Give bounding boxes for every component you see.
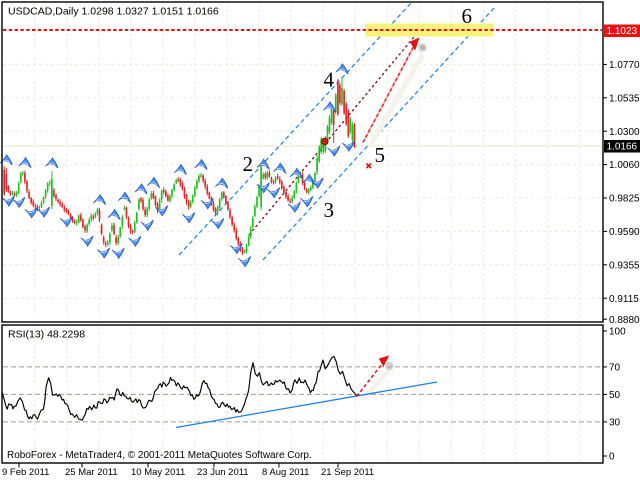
svg-text:1.0166: 1.0166 <box>607 142 638 153</box>
svg-text:30: 30 <box>609 418 621 429</box>
svg-text:0.9115: 0.9115 <box>609 294 639 305</box>
svg-text:3: 3 <box>324 198 335 222</box>
svg-text:1.1023: 1.1023 <box>607 26 638 37</box>
svg-text:21 Sep 2011: 21 Sep 2011 <box>321 467 374 478</box>
svg-text:1.0300: 1.0300 <box>609 127 640 138</box>
svg-text:10 May 2011: 10 May 2011 <box>131 467 185 478</box>
svg-text:70: 70 <box>609 363 621 374</box>
svg-text:1.0535: 1.0535 <box>609 93 640 104</box>
svg-text:USDCAD,Daily 1.0298 1.0327 1.: USDCAD,Daily 1.0298 1.0327 1.0151 1.0166 <box>8 5 219 17</box>
svg-text:5: 5 <box>375 143 386 167</box>
svg-text:1.0770: 1.0770 <box>609 60 640 71</box>
svg-text:9 Feb 2011: 9 Feb 2011 <box>2 467 49 478</box>
svg-text:RoboForex - MetaTrader4, © 200: RoboForex - MetaTrader4, © 2001-2011 Met… <box>7 450 312 461</box>
svg-text:1.0060: 1.0060 <box>609 160 640 171</box>
svg-text:RSI(13) 48.2298: RSI(13) 48.2298 <box>8 329 85 341</box>
svg-text:4: 4 <box>324 68 335 92</box>
svg-text:0.9590: 0.9590 <box>609 227 640 238</box>
svg-text:6: 6 <box>462 4 473 28</box>
svg-text:50: 50 <box>609 390 621 401</box>
svg-text:0: 0 <box>609 452 615 463</box>
svg-text:0.8880: 0.8880 <box>609 315 640 326</box>
svg-text:0.9355: 0.9355 <box>609 260 640 271</box>
svg-text:0.9825: 0.9825 <box>609 194 640 205</box>
svg-text:23 Jun 2011: 23 Jun 2011 <box>197 467 249 478</box>
svg-text:25 Mar 2011: 25 Mar 2011 <box>65 467 118 478</box>
svg-text:2: 2 <box>243 152 254 176</box>
svg-text:8 Aug 2011: 8 Aug 2011 <box>262 467 309 478</box>
svg-text:100: 100 <box>609 327 626 338</box>
